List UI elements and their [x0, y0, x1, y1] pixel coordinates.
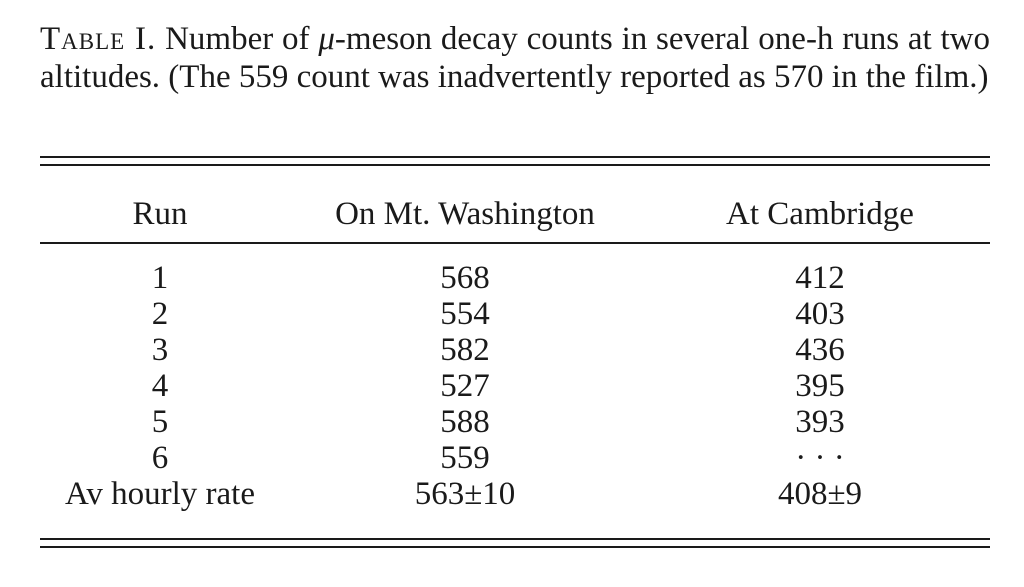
cell-cambridge: 436 — [795, 332, 845, 368]
top-rule-2 — [40, 164, 990, 166]
cell-mt-washington: 554 — [440, 296, 490, 332]
cell-run: 3 — [151, 332, 169, 368]
cell-mt-washington: 568 — [440, 260, 490, 296]
cell-mt-washington: 527 — [440, 368, 490, 404]
cell-cambridge: 408±9 — [777, 476, 863, 512]
table-row: 1 568 412 — [40, 238, 990, 296]
cell-mt-washington: 563±10 — [414, 476, 516, 512]
table-row: 6 559 · · · — [40, 440, 990, 476]
cell-run: 2 — [151, 296, 169, 332]
cell-cambridge: 393 — [795, 404, 845, 440]
cell-mt-washington: 559 — [440, 440, 490, 476]
table-label: Table I. — [40, 21, 157, 57]
bottom-rule-1 — [40, 538, 990, 540]
caption-text-1: Number of — [156, 21, 319, 57]
table-row-average: Av hourly rate 563±10 408±9 — [40, 476, 990, 512]
caption-text-2: -meson decay counts in several one-h run… — [40, 21, 991, 95]
cell-run: 1 — [151, 260, 169, 296]
table-row: 5 588 393 — [40, 404, 990, 440]
cell-cambridge: · · · — [795, 440, 845, 476]
cell-cambridge: 395 — [795, 368, 845, 404]
cell-cambridge: 412 — [795, 260, 845, 296]
top-rule-1 — [40, 156, 990, 158]
table-caption: Table I. Number of μ-meson decay counts … — [40, 20, 990, 96]
table-row: 3 582 436 — [40, 332, 990, 368]
cell-cambridge: 403 — [795, 296, 845, 332]
cell-run: 5 — [151, 404, 169, 440]
header-row: Run On Mt. Washington At Cambridge — [40, 190, 990, 238]
mu-symbol: μ — [318, 21, 335, 57]
cell-mt-washington: 582 — [440, 332, 490, 368]
bottom-rule-2 — [40, 546, 990, 548]
table-row: 2 554 403 — [40, 296, 990, 332]
cell-run: 6 — [151, 440, 169, 476]
cell-run: Av hourly rate — [65, 476, 255, 512]
table-row: 4 527 395 — [40, 368, 990, 404]
header-cambridge: At Cambridge — [726, 195, 914, 232]
header-run: Run — [132, 195, 188, 232]
data-table: Run On Mt. Washington At Cambridge 1 568… — [40, 190, 990, 513]
header-rule — [40, 242, 990, 244]
cell-run: 4 — [151, 368, 169, 404]
cell-mt-washington: 588 — [440, 404, 490, 440]
header-mt-washington: On Mt. Washington — [335, 195, 595, 232]
